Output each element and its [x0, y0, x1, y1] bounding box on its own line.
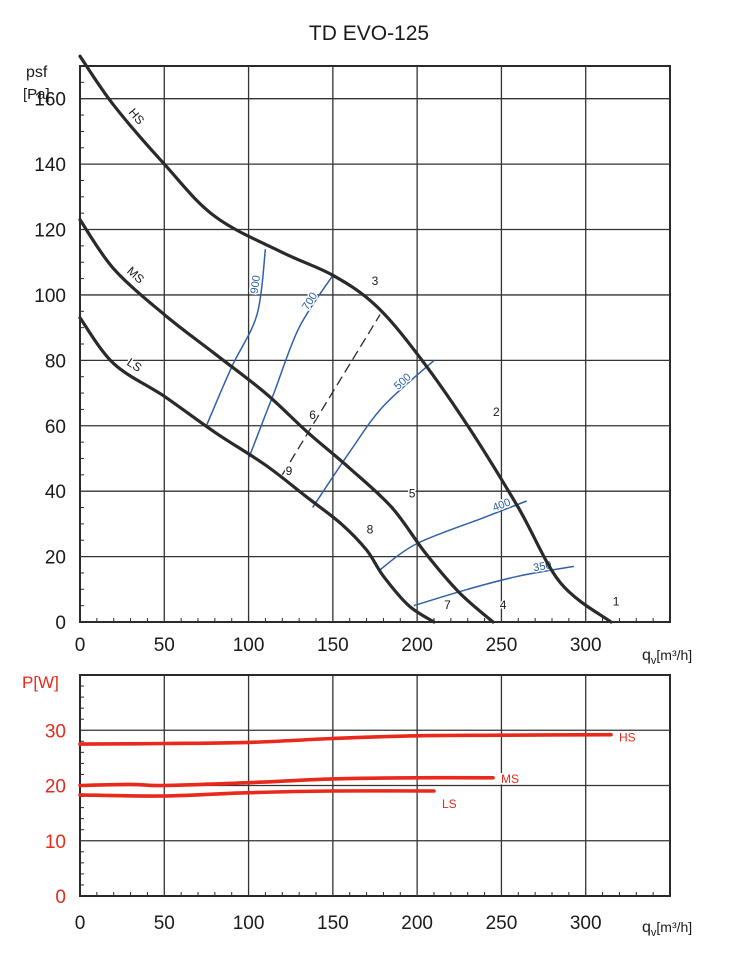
operating-point-label: 6 [309, 408, 316, 422]
bottom-x-tick-label: 100 [233, 913, 265, 934]
fan-curve-label: LS [124, 355, 144, 375]
iso-line-900 [205, 249, 267, 427]
bottom-x-tick-label: 50 [154, 913, 175, 934]
top-x-tick-label: 0 [75, 635, 86, 656]
fan-curve-ms [78, 218, 495, 624]
top-y-tick-label: 20 [45, 548, 66, 569]
operating-point-label: 7 [444, 598, 451, 612]
bottom-power-curves [78, 732, 613, 798]
iso-line-label: 400 [491, 496, 512, 514]
bottom-curve-labels: HS MS LS [441, 729, 638, 812]
top-gridlines [79, 65, 671, 623]
power-curve-ls [78, 789, 436, 798]
iso-line-400 [379, 500, 527, 571]
top-x-tick-label: 300 [570, 635, 602, 656]
power-curve-label: MS [501, 772, 519, 786]
iso-line-label: 900 [249, 275, 263, 295]
bottom-y-tick-label: 20 [45, 777, 66, 798]
operating-point-label: 2 [493, 405, 500, 419]
iso-line-700 [247, 274, 334, 459]
operating-point-label: 4 [500, 598, 507, 612]
top-fan-curves [78, 54, 613, 624]
bottom-x-tick-label: 300 [570, 913, 602, 934]
operating-point-label: 8 [367, 523, 374, 537]
top-plot-frame [79, 65, 671, 623]
top-x-tick-label: 200 [401, 635, 433, 656]
top-y-axis-unit: [Pa] [23, 86, 50, 103]
chart-title: TD EVO-125 [309, 22, 429, 45]
bottom-tick-labels: 0 50 100 150 200 250 300 0 10 20 30 [45, 721, 602, 934]
bottom-x-tick-label: 200 [401, 913, 433, 934]
bottom-y-axis-label: P[W] [22, 673, 59, 692]
bottom-x-axis-label: qv[m³/h] [642, 919, 692, 939]
power-curve-hs [78, 732, 613, 746]
system-dashed-line [281, 314, 381, 476]
top-y-tick-label: 140 [34, 155, 66, 176]
bottom-x-tick-label: 150 [317, 913, 349, 934]
bottom-y-tick-label: 10 [45, 832, 66, 853]
top-y-tick-label: 60 [45, 417, 66, 438]
bottom-gridlines [79, 674, 671, 897]
top-tick-labels: 0 50 100 150 200 250 300 0 20 40 60 80 100 120 140 160 [34, 90, 601, 656]
operating-point-label: 9 [286, 464, 293, 478]
power-curve-label: LS [442, 797, 457, 811]
top-x-tick-label: 100 [233, 635, 265, 656]
top-x-axis-label: qv[m³/h] [642, 647, 692, 667]
top-y-axis-label: psf [26, 64, 48, 81]
operating-point-label: 3 [372, 274, 379, 288]
power-curve-label: HS [619, 731, 636, 745]
top-x-tick-label: 250 [486, 635, 518, 656]
operating-point-label: 1 [613, 595, 620, 609]
top-y-tick-label: 80 [45, 351, 66, 372]
top-y-tick-label: 160 [34, 90, 66, 111]
top-y-tick-label: 100 [34, 286, 66, 307]
power-curve-ms [78, 775, 495, 788]
iso-line-500 [311, 359, 435, 508]
operating-point-label: 5 [409, 487, 416, 501]
top-x-tick-label: 50 [154, 635, 175, 656]
iso-line-label: 500 [392, 371, 414, 392]
fan-curve-ls [78, 316, 436, 624]
top-y-tick-label: 120 [34, 221, 66, 242]
bottom-x-tick-label: 0 [75, 913, 86, 934]
iso-line-label: 700 [300, 290, 320, 312]
bottom-y-tick-label: 0 [55, 887, 66, 908]
bottom-y-tick-label: 30 [45, 721, 66, 742]
top-y-tick-label: 40 [45, 482, 66, 503]
bottom-x-tick-label: 250 [486, 913, 518, 934]
iso-line-350 [413, 565, 575, 607]
top-y-tick-label: 0 [55, 613, 66, 634]
fan-curve-hs [78, 54, 613, 624]
top-x-tick-label: 150 [317, 635, 349, 656]
